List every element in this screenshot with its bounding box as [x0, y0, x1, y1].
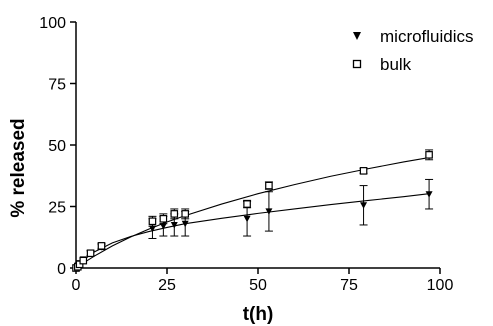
data-point-microfluidics: [170, 221, 178, 229]
y-tick-label: 75: [48, 77, 66, 94]
data-point-microfluidics: [360, 202, 368, 209]
legend-label-microfluidics: microfluidics: [380, 27, 474, 46]
data-point-bulk: [425, 151, 433, 159]
x-axis-title: t(h): [243, 304, 274, 325]
data-point-microfluidics: [243, 215, 251, 223]
data-point-bulk: [265, 181, 273, 190]
x-tick-label: 75: [340, 277, 358, 294]
fit-curve-bulk: [75, 157, 430, 269]
data-point-bulk: [243, 200, 251, 208]
y-tick-label: 25: [48, 200, 66, 217]
data-point-microfluidics: [181, 220, 189, 228]
x-tick-label: 25: [158, 277, 176, 294]
y-tick-label: 100: [39, 15, 66, 32]
data-point-bulk: [148, 217, 157, 226]
legend-item-microfluidics: microfluidics: [353, 27, 474, 46]
x-tick-label: 50: [249, 277, 267, 294]
legend-label-bulk: bulk: [380, 55, 412, 74]
data-point-bulk: [79, 256, 88, 265]
data-point-bulk: [170, 210, 179, 218]
data-point-bulk: [86, 249, 95, 258]
x-tick-label: 0: [72, 277, 81, 294]
data-point-microfluidics: [148, 225, 156, 233]
data-point-bulk: [159, 215, 168, 223]
data-point-microfluidics: [159, 223, 167, 230]
data-point-bulk: [359, 167, 368, 175]
y-tick-label: 50: [48, 138, 66, 155]
y-axis-title: % released: [8, 118, 29, 217]
axes-layer: 0 25 50 75 100 0 25 50 75 100: [39, 15, 453, 294]
data-point-bulk: [97, 242, 106, 250]
data-point-microfluidics: [425, 191, 433, 198]
fit-curve-microfluidics: [75, 193, 430, 269]
y-tick-label: 0: [57, 261, 66, 278]
markers-layer: [72, 151, 433, 272]
data-point-bulk: [181, 210, 190, 218]
legend-item-bulk: bulk: [352, 55, 412, 74]
legend-marker-microfluidics: [353, 32, 361, 40]
legend-marker-bulk: [352, 59, 362, 69]
legend: microfluidics bulk: [352, 27, 474, 74]
fit-curves-layer: [75, 157, 430, 269]
data-point-microfluidics: [265, 208, 273, 215]
x-tick-label: 100: [427, 277, 454, 294]
